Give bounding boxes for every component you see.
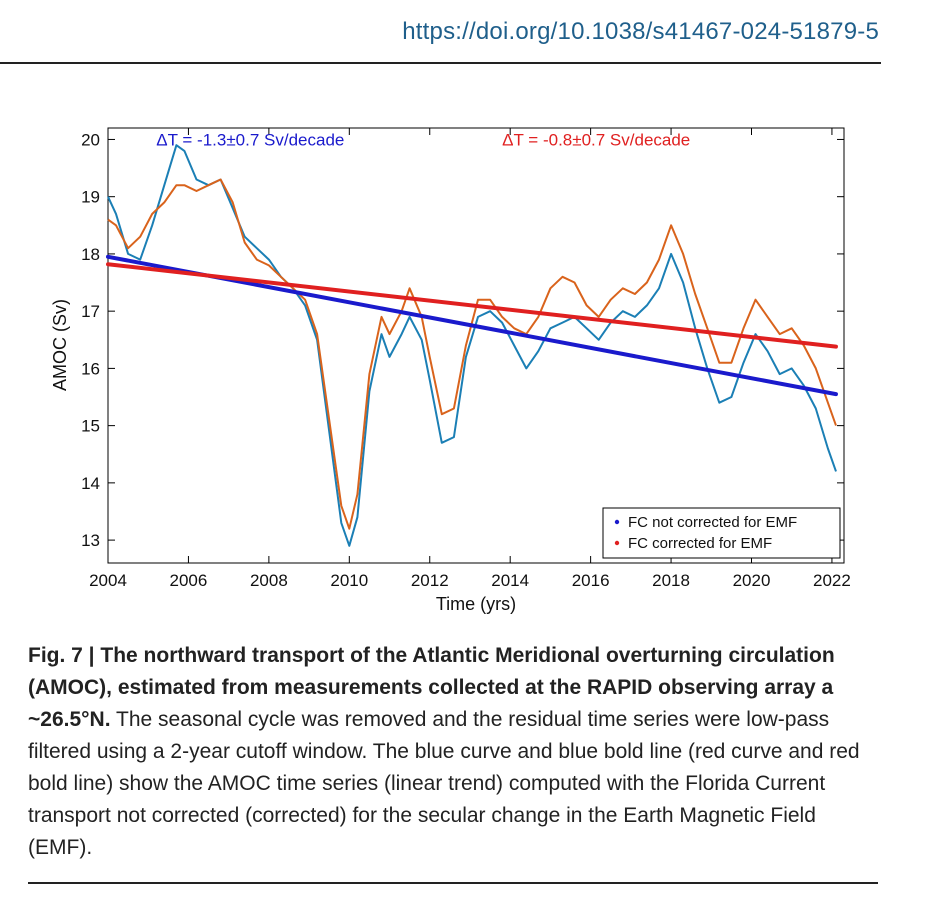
x-tick-label: 2010 xyxy=(330,571,368,590)
annotation-layer: ΔT = -1.3±0.7 Sv/decade ΔT = -0.8±0.7 Sv/… xyxy=(156,130,690,149)
caption-fig-label: Fig. 7 xyxy=(28,644,83,667)
legend-label-blue: FC not corrected for EMF xyxy=(628,514,797,531)
x-tick-label: 2014 xyxy=(491,571,529,590)
legend-marker-blue xyxy=(614,519,620,525)
y-axis-label: AMOC (Sv) xyxy=(50,299,70,391)
x-tick-label: 2020 xyxy=(733,571,771,590)
y-tick-label: 20 xyxy=(81,130,100,149)
series-line-1 xyxy=(107,178,837,530)
trend-line-1 xyxy=(106,262,838,349)
x-tick-label: 2016 xyxy=(572,571,610,590)
x-tick-label: 2012 xyxy=(411,571,449,590)
legend-marker-red xyxy=(614,540,620,546)
caption-separator: | xyxy=(82,644,101,667)
y-tick-label: 13 xyxy=(81,531,100,550)
legend-box xyxy=(602,507,841,559)
axis-ticks: 2004 2006 2008 2010 2012 2014 2016 2018 2020 2022… xyxy=(81,128,851,590)
x-tick-label: 2006 xyxy=(170,571,208,590)
x-tick-label: 2004 xyxy=(89,571,127,590)
x-tick-label: 2008 xyxy=(250,571,288,590)
trend-layer xyxy=(106,254,838,397)
y-tick-label: 15 xyxy=(81,417,100,436)
plot-frame xyxy=(107,127,845,564)
figure-caption: Fig. 7 | The northward transport of the … xyxy=(28,640,878,864)
trend-annotation-1: ΔT = -0.8±0.7 Sv/decade xyxy=(502,130,690,149)
caption-body: The seasonal cycle was removed and the r… xyxy=(28,708,860,859)
amoc-chart: 2004 2006 2008 2010 2012 2014 2016 2018 2020 2022… xyxy=(50,127,851,614)
doi-link[interactable]: https://doi.org/10.1038/s41467-024-51879… xyxy=(402,18,879,45)
series-line-0 xyxy=(107,144,837,547)
y-tick-label: 14 xyxy=(81,474,100,493)
y-tick-label: 19 xyxy=(81,188,100,207)
legend-label-red: FC corrected for EMF xyxy=(628,535,772,552)
x-axis-label: Time (yrs) xyxy=(436,594,516,614)
y-tick-label: 17 xyxy=(81,302,100,321)
y-tick-label: 16 xyxy=(81,359,100,378)
top-divider xyxy=(0,62,881,64)
bottom-divider xyxy=(28,882,878,884)
y-tick-label: 18 xyxy=(81,245,100,264)
legend: FC not corrected for EMF FC corrected fo… xyxy=(602,507,841,559)
caption-bold-title: The northward transport of the Atlantic … xyxy=(28,644,835,731)
x-tick-label: 2018 xyxy=(652,571,690,590)
series-layer xyxy=(107,144,837,547)
x-tick-label: 2022 xyxy=(813,571,851,590)
trend-annotation-0: ΔT = -1.3±0.7 Sv/decade xyxy=(156,130,344,149)
